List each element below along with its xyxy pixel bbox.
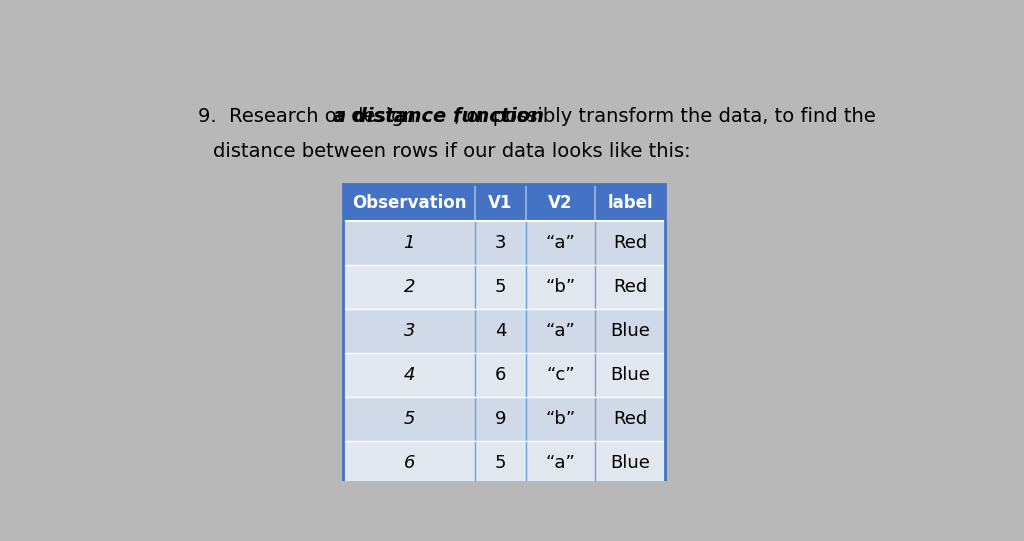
Text: V1: V1 [488, 194, 513, 212]
Text: Blue: Blue [610, 366, 650, 384]
Text: Blue: Blue [610, 453, 650, 472]
Text: “b”: “b” [546, 278, 575, 296]
FancyBboxPatch shape [343, 353, 665, 397]
Text: 2: 2 [403, 278, 415, 296]
Text: Red: Red [613, 278, 647, 296]
Text: 1: 1 [403, 234, 415, 252]
Text: 6: 6 [403, 453, 415, 472]
FancyBboxPatch shape [343, 397, 665, 441]
Text: Blue: Blue [610, 322, 650, 340]
Text: label: label [607, 194, 653, 212]
Text: Red: Red [613, 410, 647, 428]
Text: 3: 3 [495, 234, 506, 252]
Text: 4: 4 [495, 322, 506, 340]
FancyBboxPatch shape [343, 184, 665, 221]
Text: Red: Red [613, 234, 647, 252]
Text: 6: 6 [495, 366, 506, 384]
Text: 4: 4 [403, 366, 415, 384]
FancyBboxPatch shape [343, 265, 665, 309]
Text: , or possibly transform the data, to find the: , or possibly transform the data, to fin… [454, 107, 876, 126]
Text: 5: 5 [495, 453, 506, 472]
Text: Observation: Observation [352, 194, 467, 212]
Text: “c”: “c” [546, 366, 574, 384]
Text: distance between rows if our data looks like this:: distance between rows if our data looks … [213, 142, 691, 161]
Text: 5: 5 [495, 278, 506, 296]
FancyBboxPatch shape [343, 309, 665, 353]
Text: a distance function: a distance function [333, 107, 544, 126]
FancyBboxPatch shape [343, 441, 665, 485]
Text: 5: 5 [403, 410, 415, 428]
Text: “a”: “a” [546, 453, 575, 472]
Text: V2: V2 [548, 194, 572, 212]
Text: 9.  Research or design: 9. Research or design [198, 107, 422, 126]
Text: 3: 3 [403, 322, 415, 340]
Text: “a”: “a” [546, 322, 575, 340]
Text: “a”: “a” [546, 234, 575, 252]
FancyBboxPatch shape [343, 221, 665, 265]
Text: 9: 9 [495, 410, 506, 428]
Text: “b”: “b” [546, 410, 575, 428]
